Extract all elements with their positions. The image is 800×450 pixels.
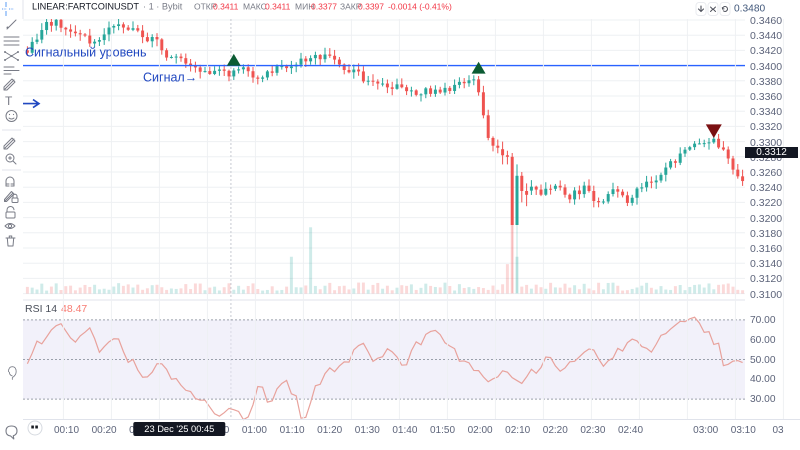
svg-text:МАКС: МАКС bbox=[243, 2, 267, 12]
svg-text:LINEAR:FARTCOINUSDT: LINEAR:FARTCOINUSDT bbox=[32, 2, 139, 12]
svg-text:01:30: 01:30 bbox=[355, 425, 380, 436]
svg-text:48.47: 48.47 bbox=[61, 303, 87, 315]
svg-text:02:30: 02:30 bbox=[580, 425, 605, 436]
svg-text:0.3411: 0.3411 bbox=[213, 2, 239, 12]
svg-text:01:50: 01:50 bbox=[430, 425, 455, 436]
svg-text:0.3480: 0.3480 bbox=[734, 4, 765, 15]
svg-text:00:20: 00:20 bbox=[92, 425, 117, 436]
svg-text:01:10: 01:10 bbox=[280, 425, 305, 436]
svg-text:-0.0014 (-0.41%): -0.0014 (-0.41%) bbox=[388, 2, 452, 12]
svg-text:01:20: 01:20 bbox=[317, 425, 342, 436]
svg-text:Сигнал→: Сигнал→ bbox=[143, 71, 197, 85]
svg-text:0.3377: 0.3377 bbox=[311, 2, 337, 12]
svg-text:RSI 14: RSI 14 bbox=[25, 303, 57, 315]
svg-text:02:20: 02:20 bbox=[543, 425, 568, 436]
svg-text:01:40: 01:40 bbox=[392, 425, 417, 436]
svg-text:02:40: 02:40 bbox=[618, 425, 643, 436]
svg-text:03:00: 03:00 bbox=[693, 425, 718, 436]
svg-text:Сигнальный уровень: Сигнальный уровень bbox=[25, 46, 146, 60]
svg-text:00:10: 00:10 bbox=[54, 425, 79, 436]
svg-text:23 Dec '25 00:45: 23 Dec '25 00:45 bbox=[144, 424, 214, 434]
svg-text:0.3397: 0.3397 bbox=[358, 2, 384, 12]
svg-text:02:00: 02:00 bbox=[468, 425, 493, 436]
svg-text:T: T bbox=[5, 94, 13, 108]
svg-text:01:00: 01:00 bbox=[242, 425, 267, 436]
svg-text:0.3411: 0.3411 bbox=[265, 2, 291, 12]
svg-text:02:10: 02:10 bbox=[505, 425, 530, 436]
svg-text:03:10: 03:10 bbox=[731, 425, 756, 436]
svg-text:· 1 · Bybit: · 1 · Bybit bbox=[143, 2, 183, 12]
svg-text:03: 03 bbox=[772, 425, 784, 436]
